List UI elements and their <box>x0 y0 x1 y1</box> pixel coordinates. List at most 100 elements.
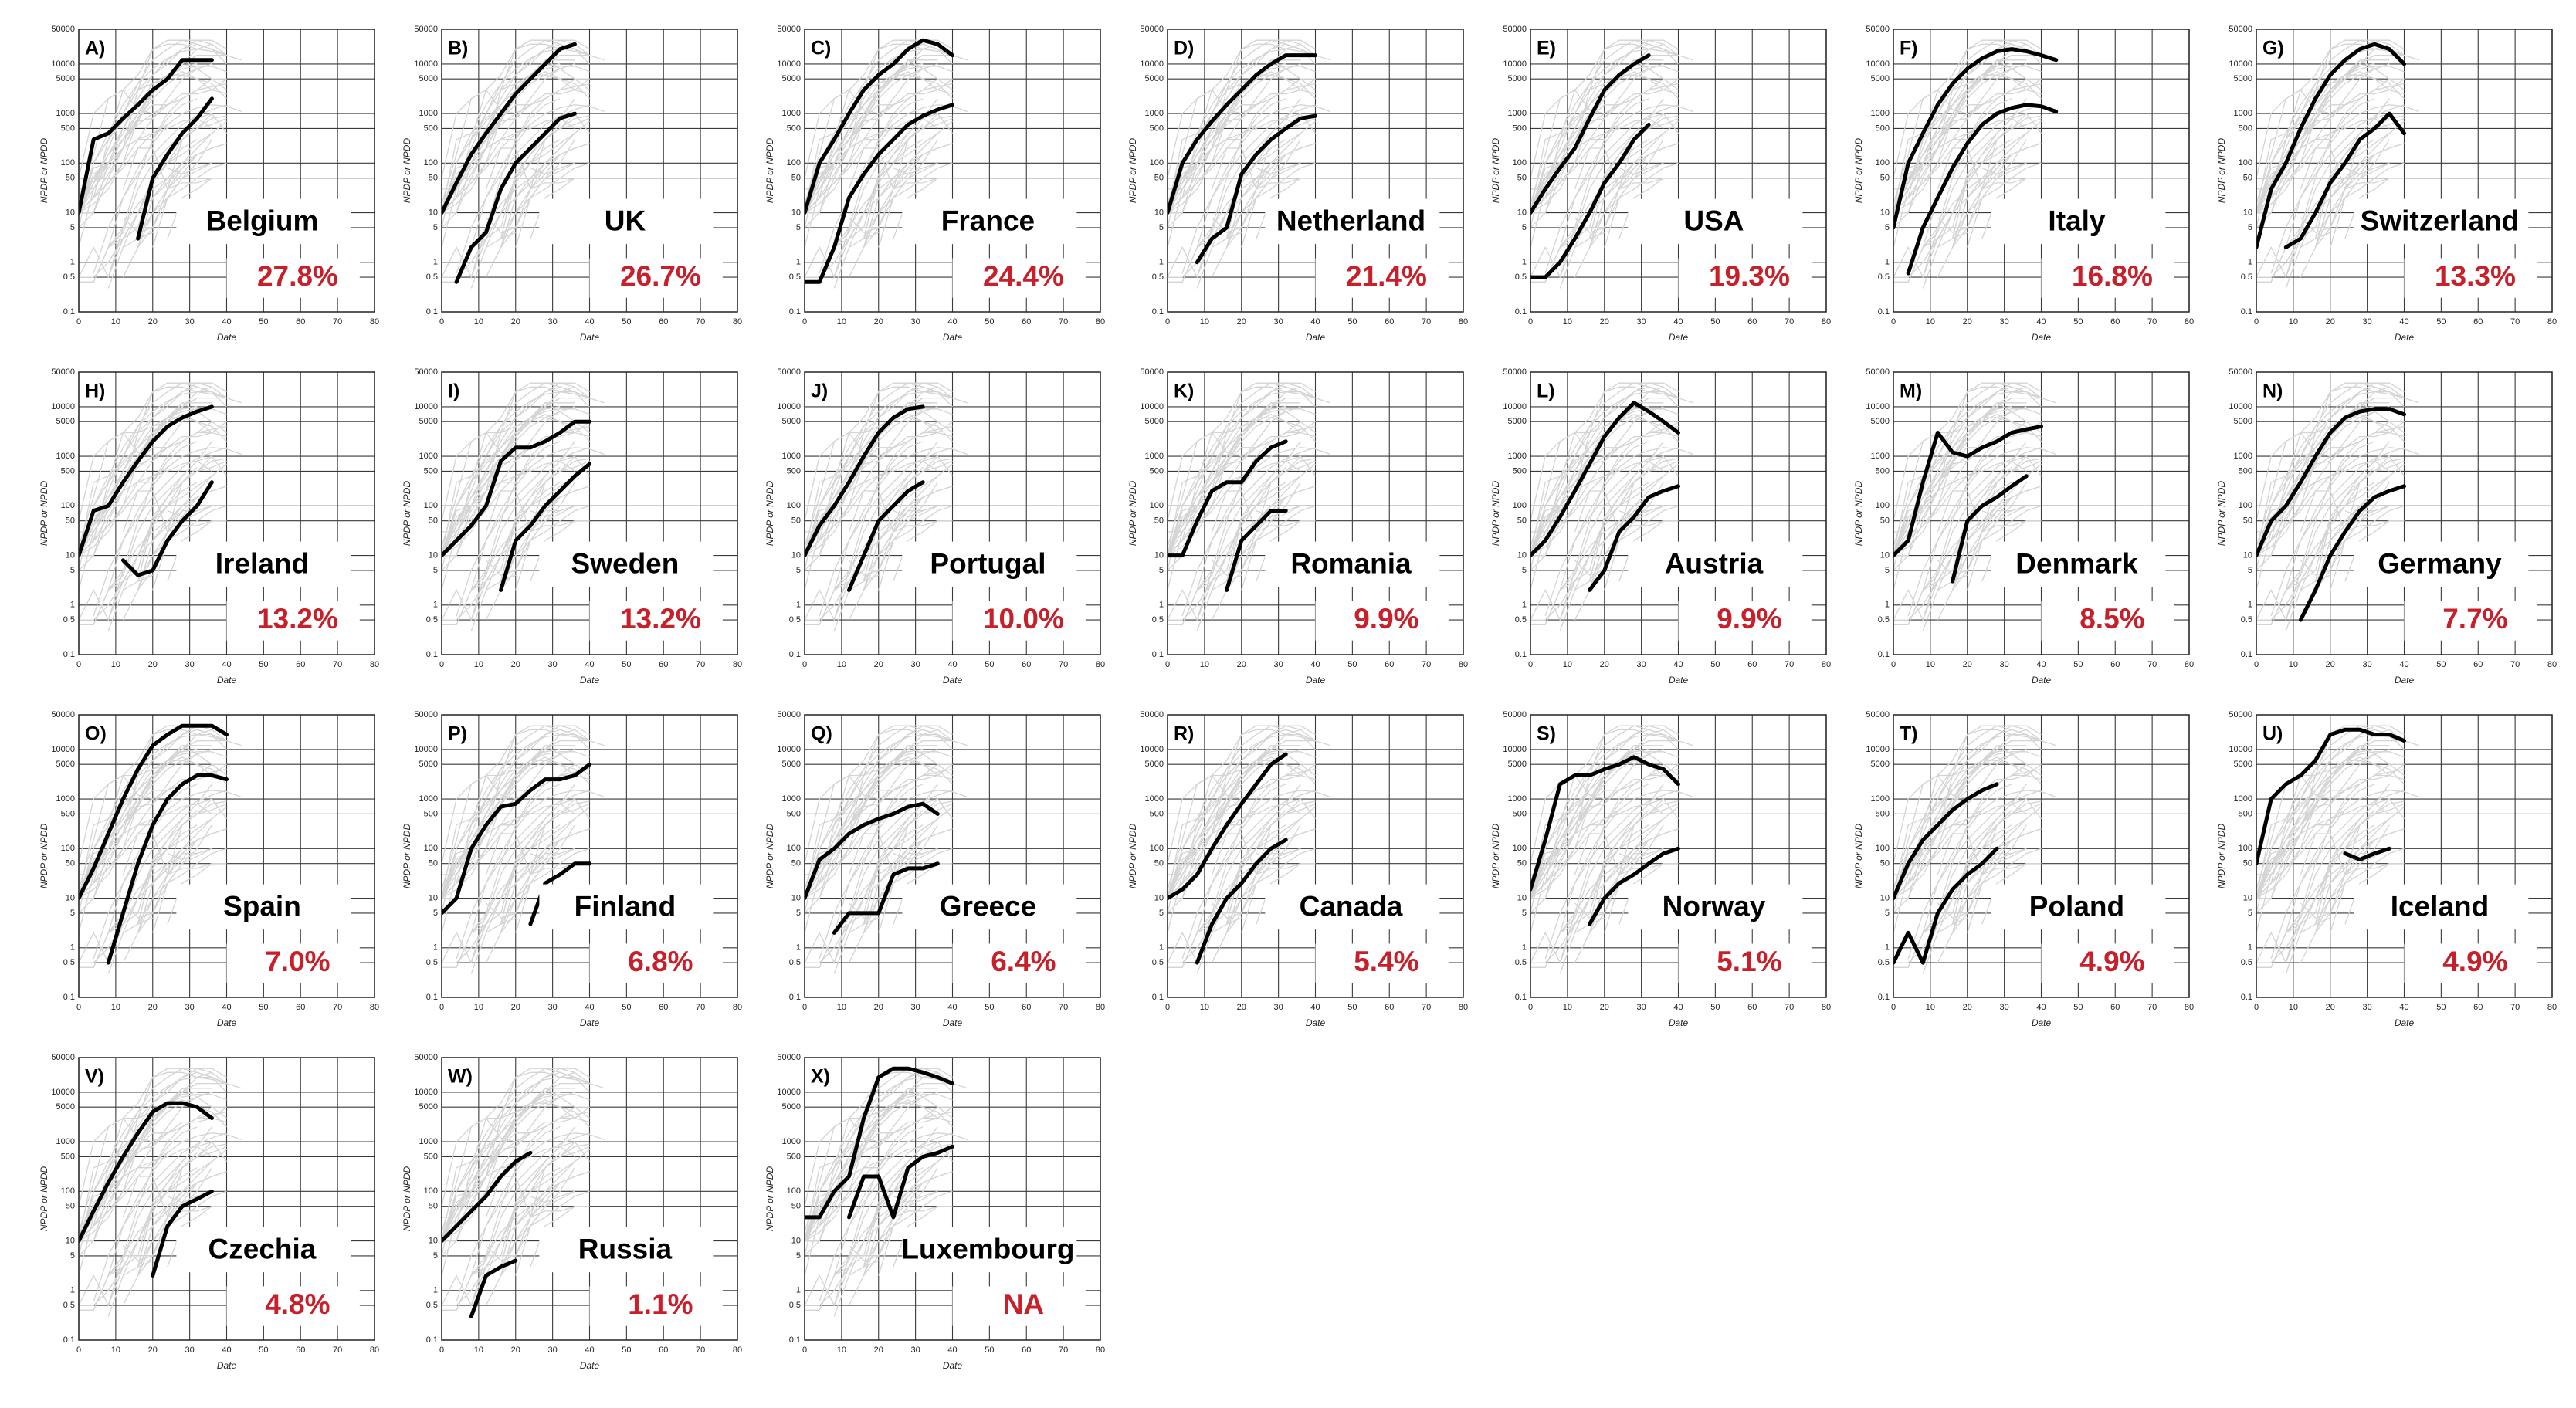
y-tick-label: 5000 <box>782 417 801 426</box>
background-line <box>2330 505 2390 591</box>
plot-frame <box>1893 29 2190 313</box>
background-line <box>2315 162 2405 239</box>
x-tick-label: 10 <box>1926 660 1935 669</box>
y-tick-label: 10 <box>791 893 801 902</box>
x-tick-label: 20 <box>148 1003 158 1012</box>
background-line <box>1893 98 1998 213</box>
background-line <box>107 432 227 621</box>
background-line <box>1168 408 1316 556</box>
percentage: 13.2% <box>620 603 701 635</box>
background-line <box>79 417 212 556</box>
background-line <box>79 401 227 557</box>
panel-label: W) <box>448 1066 473 1088</box>
y-tick-label: 0.1 <box>1878 993 1890 1002</box>
label-box <box>1315 258 1449 298</box>
percentage: 13.2% <box>257 603 338 635</box>
panel-label: J) <box>811 381 828 402</box>
background-line <box>1256 505 1301 518</box>
label-box <box>226 1286 360 1326</box>
y-tick-label: 10000 <box>51 402 75 411</box>
y-tick-label: 0.5 <box>1152 958 1164 967</box>
background-line <box>79 1190 183 1307</box>
y-tick-label: 500 <box>1876 466 1890 476</box>
lines <box>442 1068 605 1318</box>
y-tick-label: 100 <box>1876 501 1890 510</box>
y-tick-label: 1000 <box>56 452 75 461</box>
background-line <box>1196 89 1316 278</box>
x-tick-label: 70 <box>1422 660 1431 669</box>
y-tick-label: 1000 <box>419 1137 438 1146</box>
label-box <box>1678 943 1812 983</box>
y-tick-label: 10000 <box>1503 745 1527 754</box>
y-tick-label: 0.5 <box>426 272 438 282</box>
background-line <box>2256 784 2361 899</box>
y-tick-label: 100 <box>61 501 75 510</box>
background-line <box>1196 520 1301 591</box>
background-line <box>1937 460 2042 533</box>
x-tick-label: 0 <box>439 1003 444 1012</box>
series-line <box>442 762 591 916</box>
background-line <box>1893 382 2042 533</box>
percentage: 27.8% <box>257 260 338 292</box>
background-line <box>833 89 953 278</box>
series-line <box>847 480 925 592</box>
lines <box>2256 39 2419 289</box>
plot-frame <box>1893 371 2190 655</box>
y-tick-label: 50 <box>791 859 801 868</box>
background-line <box>805 466 894 557</box>
y-tick-label: 10000 <box>51 745 75 754</box>
y-tick-label: 0.1 <box>63 993 75 1002</box>
background-line <box>1196 232 1242 289</box>
background-line <box>2256 744 2405 899</box>
background-line <box>805 848 909 964</box>
background-line <box>1937 117 2042 191</box>
background-line <box>2344 505 2390 518</box>
country-name: Netherland <box>1276 205 1425 236</box>
x-axis-label: Date <box>1306 332 1326 343</box>
background-line <box>1922 520 2027 591</box>
label-box <box>2404 943 2537 983</box>
y-tick-label: 5 <box>1159 566 1164 575</box>
background-line <box>1559 774 1679 963</box>
y-tick-label: 50 <box>2243 516 2252 526</box>
x-tick-label: 30 <box>911 660 920 669</box>
y-tick-label: 500 <box>424 1152 438 1161</box>
background-line <box>442 1190 546 1307</box>
x-tick-label: 60 <box>2110 1003 2120 1012</box>
background-line <box>1168 98 1272 213</box>
background-line <box>1893 809 1983 899</box>
lines <box>442 725 605 974</box>
background-line <box>1530 725 1679 875</box>
panel-label: V) <box>85 1066 104 1088</box>
y-tick-label: 50 <box>429 859 438 868</box>
background-line <box>1211 828 1316 963</box>
x-axis-label: Date <box>580 675 600 685</box>
percentage: 1.1% <box>628 1288 693 1320</box>
x-tick-label: 40 <box>947 317 957 327</box>
x-tick-label: 80 <box>2185 1003 2194 1012</box>
background-line <box>893 1190 938 1203</box>
y-tick-label: 10 <box>2243 208 2252 217</box>
x-tick-label: 10 <box>1563 317 1572 327</box>
series-line <box>1195 838 1288 965</box>
background-line <box>1893 751 2042 899</box>
background-line <box>1168 760 1301 899</box>
percentage: 19.3% <box>1709 260 1790 292</box>
y-axis-label: NPDP or NPDD <box>1127 138 1138 204</box>
y-tick-label: 0.1 <box>2241 307 2252 316</box>
background-line <box>2285 432 2405 621</box>
y-tick-label: 0.1 <box>426 307 438 316</box>
x-tick-label: 20 <box>1600 660 1609 669</box>
y-tick-label: 5 <box>433 1251 438 1261</box>
y-tick-label: 10000 <box>1866 745 1890 754</box>
background-line <box>2315 848 2405 925</box>
y-tick-label: 100 <box>1513 158 1527 168</box>
background-line <box>819 113 938 283</box>
y-tick-label: 10000 <box>414 59 438 69</box>
country-name: Poland <box>2029 890 2124 922</box>
x-tick-label: 80 <box>370 317 379 327</box>
series-line <box>1588 484 1680 592</box>
percentage: 26.7% <box>620 260 701 292</box>
lines <box>1168 382 1330 631</box>
background-line <box>833 178 938 248</box>
